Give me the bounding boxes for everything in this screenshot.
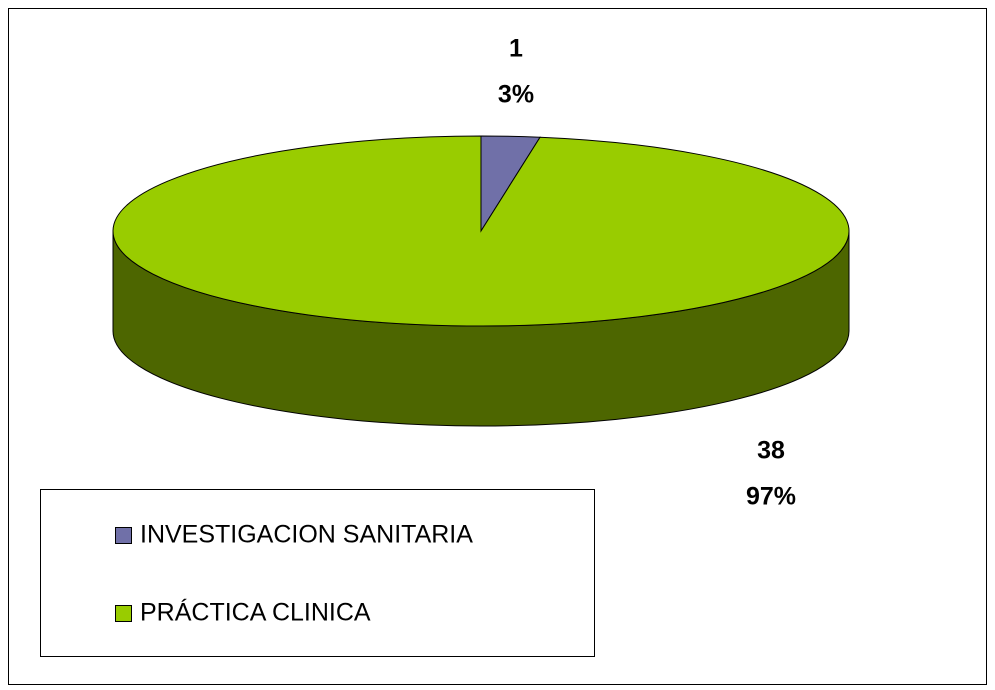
- legend-label: INVESTIGACION SANITARIA: [140, 521, 473, 549]
- percent-label: 97%: [746, 483, 796, 511]
- data-label: 38: [757, 437, 785, 465]
- legend-swatch: [115, 605, 132, 622]
- legend-box: [40, 489, 595, 657]
- percent-label: 3%: [498, 81, 534, 109]
- legend-label: PRÁCTICA CLINICA: [140, 598, 371, 627]
- data-label: 1: [509, 35, 523, 63]
- legend-swatch: [115, 527, 132, 544]
- pie-slice: [112, 135, 850, 327]
